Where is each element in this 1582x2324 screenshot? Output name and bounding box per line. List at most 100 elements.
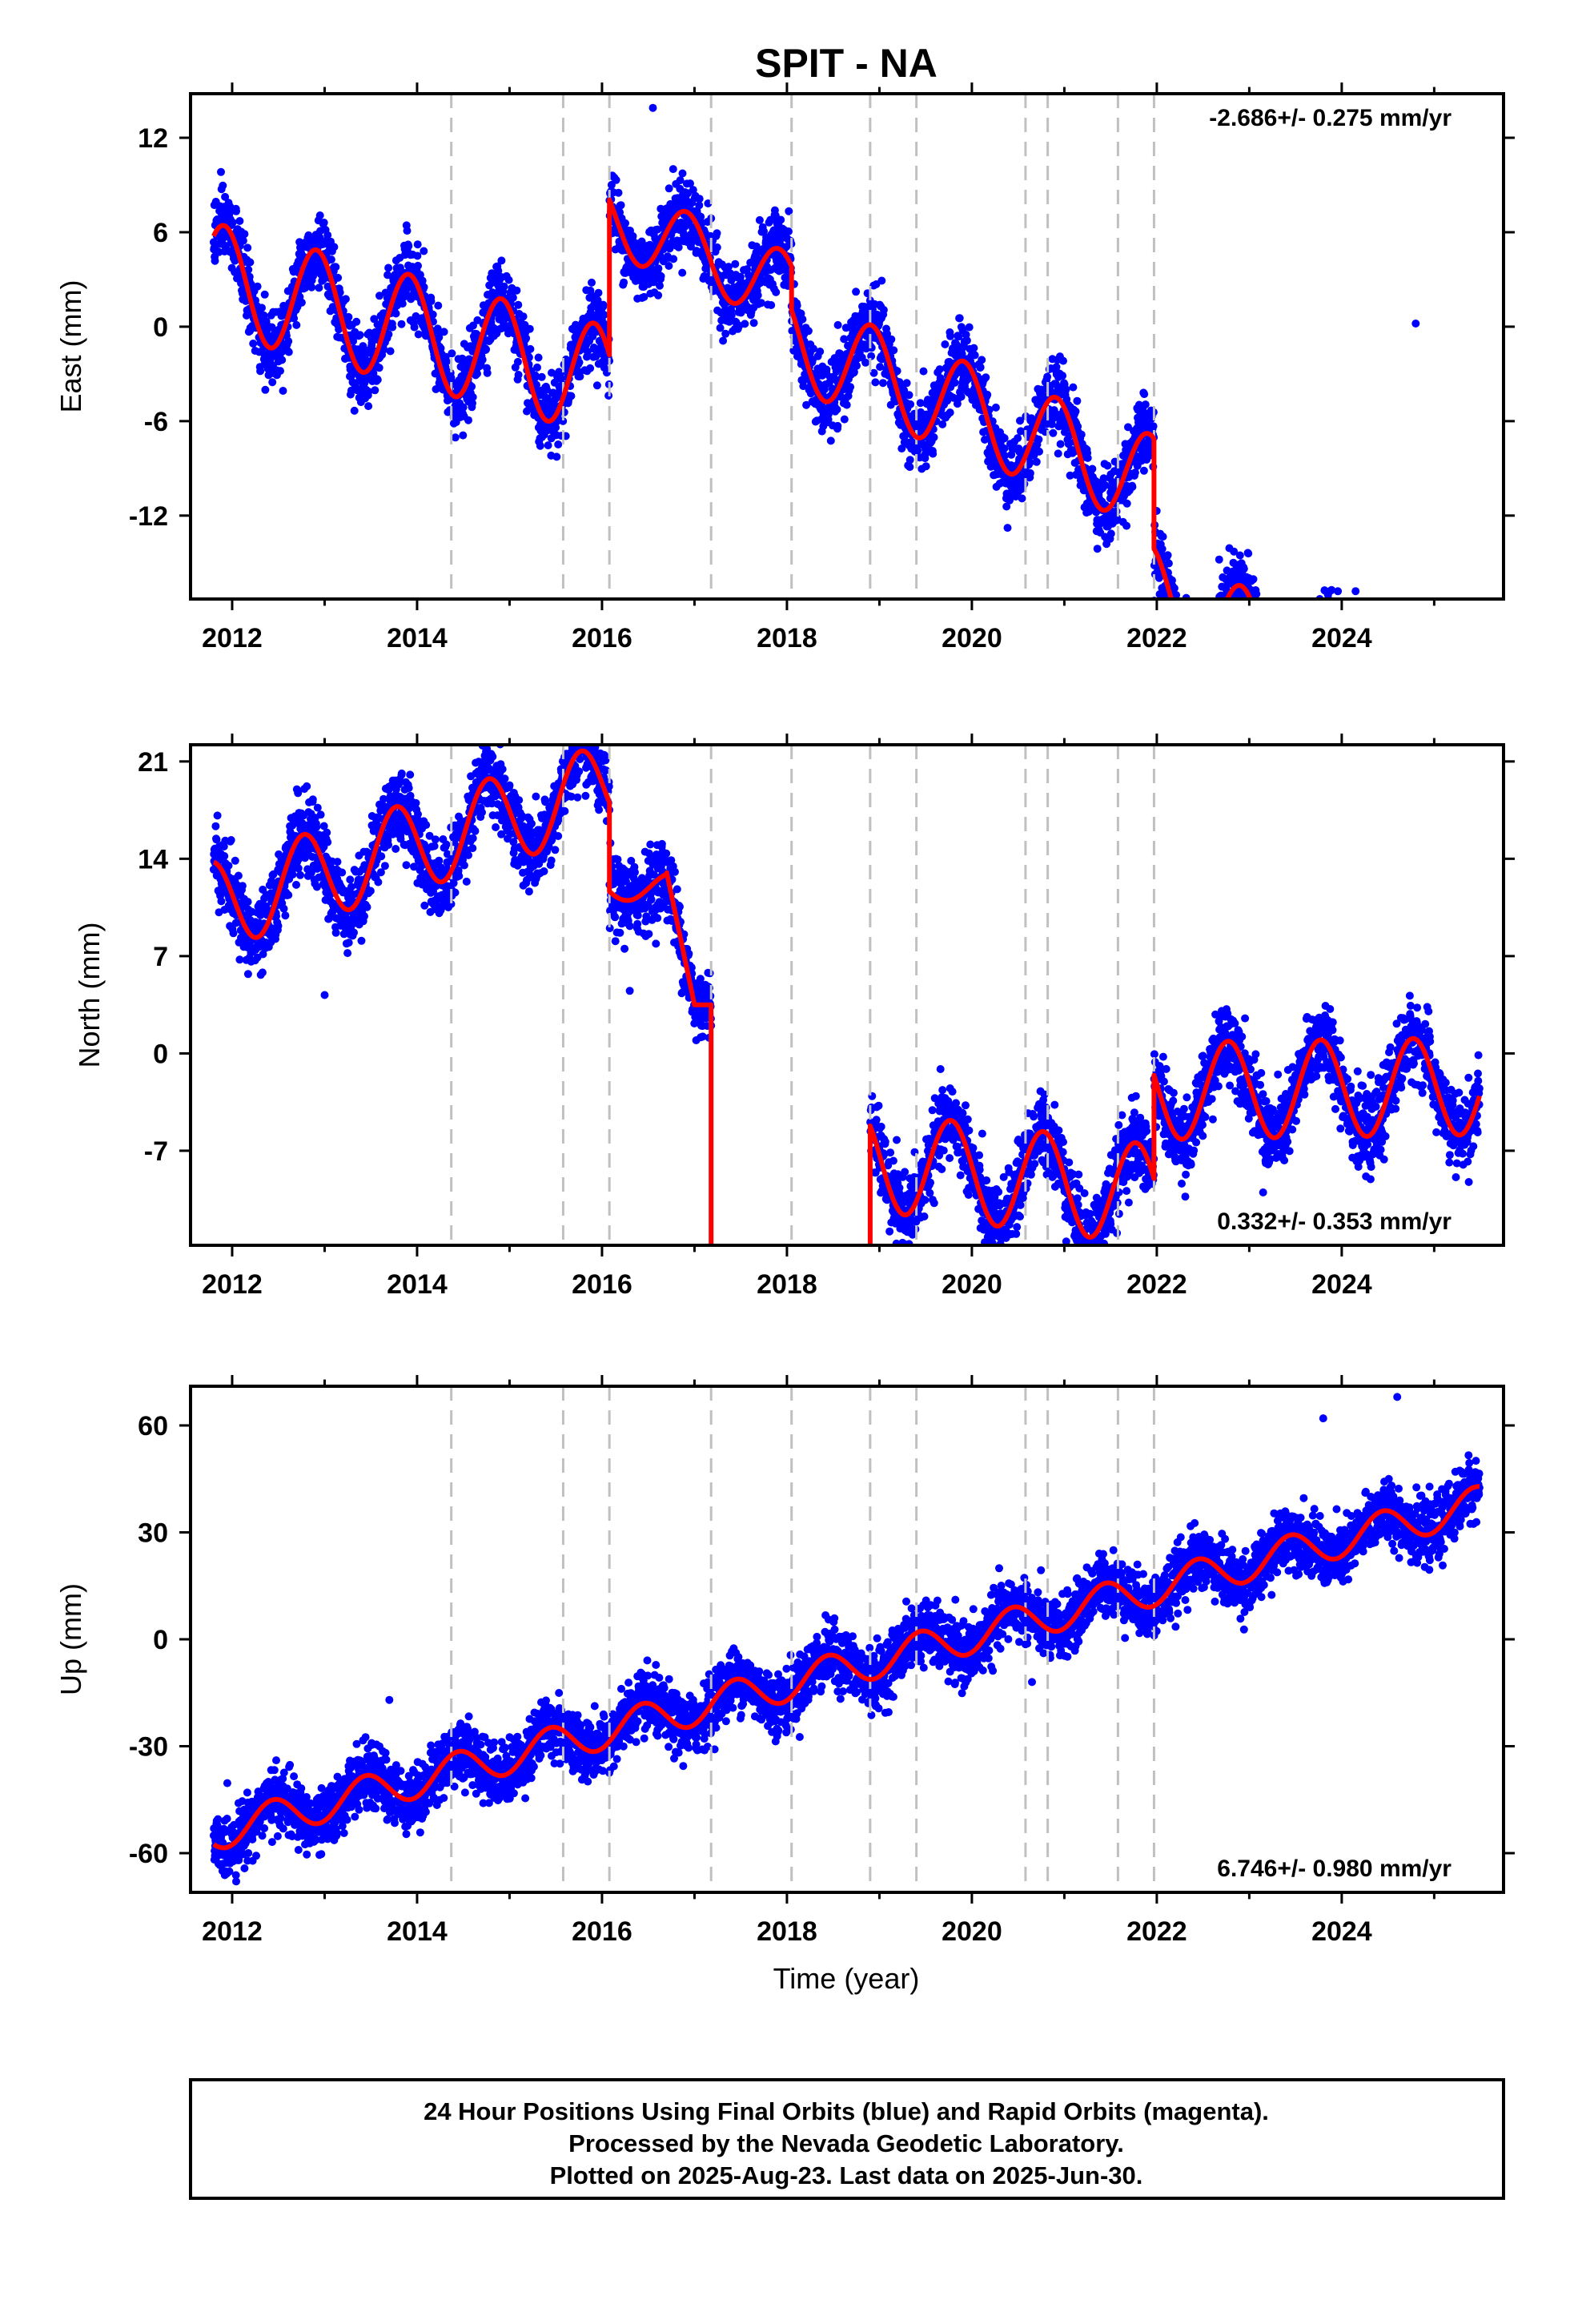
east-data-point <box>327 255 335 264</box>
east-data-point <box>373 376 382 384</box>
east-data-point <box>905 463 914 472</box>
east-data-point <box>532 380 540 389</box>
east-data-point <box>403 227 412 235</box>
east-data-point <box>352 317 361 326</box>
east-data-point <box>1249 575 1258 584</box>
east-data-point <box>599 300 608 309</box>
east-data-point <box>418 276 427 285</box>
east-data-point <box>221 192 230 201</box>
east-data-point <box>929 449 938 458</box>
east-data-point <box>464 416 472 424</box>
east-data-point <box>755 215 764 224</box>
east-data-point <box>412 312 420 320</box>
east-data-point <box>473 369 481 378</box>
east-data-point <box>331 263 340 271</box>
east-data-point <box>379 345 388 354</box>
east-data-point <box>268 378 277 387</box>
east-data-point <box>905 456 914 464</box>
east-data-point <box>1014 434 1022 443</box>
east-data-point <box>588 278 596 287</box>
east-data-point <box>494 267 503 275</box>
east-data-point <box>983 390 992 399</box>
east-data-point <box>654 291 663 300</box>
east-data-point <box>576 372 584 381</box>
east-data-point <box>307 283 316 292</box>
east-data-point <box>228 218 237 227</box>
east-data-point <box>1069 383 1078 392</box>
east-data-point <box>906 400 915 408</box>
east-data-point <box>583 348 592 356</box>
east-data-point <box>665 184 673 193</box>
east-data-point <box>982 373 990 382</box>
east-data-point <box>1054 449 1062 458</box>
east-data-point <box>258 304 266 312</box>
east-data-point <box>217 167 225 176</box>
east-data-point <box>1149 422 1158 431</box>
east-data-point <box>364 402 373 411</box>
east-data-point <box>713 229 721 238</box>
east-data-point <box>1026 468 1034 477</box>
east-points <box>209 103 1420 599</box>
east-data-point <box>420 247 428 255</box>
east-data-point <box>1034 435 1043 444</box>
east-data-point <box>1103 461 1112 470</box>
east-data-point <box>249 340 258 348</box>
east-data-point <box>341 295 350 304</box>
east-data-point <box>621 219 629 227</box>
east-data-point <box>260 290 269 299</box>
east-data-point <box>665 262 673 270</box>
east-data-point <box>512 286 521 295</box>
east-data-point <box>404 242 413 251</box>
east-data-point <box>375 292 383 300</box>
east-data-point <box>448 349 456 358</box>
east-data-point <box>235 217 244 225</box>
east-data-point <box>1062 385 1070 394</box>
east-data-point <box>468 382 476 391</box>
east-data-point <box>552 452 561 461</box>
east-data-point <box>468 399 476 408</box>
east-data-point <box>921 462 930 471</box>
east-data-point <box>427 297 436 306</box>
east-data-point <box>524 353 533 362</box>
east-data-point <box>240 230 249 239</box>
east-data-point <box>420 283 428 292</box>
chart-title: SPIT - NA <box>755 41 938 86</box>
east-data-point <box>941 340 950 348</box>
east-data-point <box>284 337 293 346</box>
east-data-point <box>656 271 665 280</box>
east-data-point <box>1020 480 1029 489</box>
east-data-point <box>1043 372 1052 381</box>
east-data-point <box>640 292 648 301</box>
east-data-point <box>519 312 528 321</box>
east-data-point <box>1239 565 1248 573</box>
east-data-point <box>1163 551 1172 560</box>
east-data-point <box>816 348 825 356</box>
east-data-point <box>414 261 422 270</box>
east-data-point <box>878 379 887 388</box>
east-data-point <box>315 283 323 292</box>
east-data-point <box>567 392 576 400</box>
east-data-point <box>833 320 842 329</box>
east-data-point <box>719 336 728 345</box>
east-data-point <box>798 315 807 324</box>
east-data-point <box>459 403 468 412</box>
east-data-point <box>315 211 324 219</box>
east-data-point <box>902 379 911 388</box>
east-data-point <box>451 433 460 442</box>
east-data-point <box>614 188 623 197</box>
east-data-point <box>1244 549 1253 558</box>
east-data-point <box>950 378 959 387</box>
east-data-point <box>231 256 239 265</box>
east-data-point <box>309 271 318 280</box>
east-data-point <box>767 301 776 309</box>
east-data-point <box>440 328 448 336</box>
east-data-point <box>323 231 332 239</box>
east-data-point <box>965 323 974 332</box>
east-data-point <box>887 335 896 344</box>
east-data-point <box>879 306 888 314</box>
east-data-point <box>219 181 227 190</box>
east-data-point <box>1083 453 1092 462</box>
east-data-point <box>575 358 584 367</box>
east-data-point <box>833 405 841 414</box>
